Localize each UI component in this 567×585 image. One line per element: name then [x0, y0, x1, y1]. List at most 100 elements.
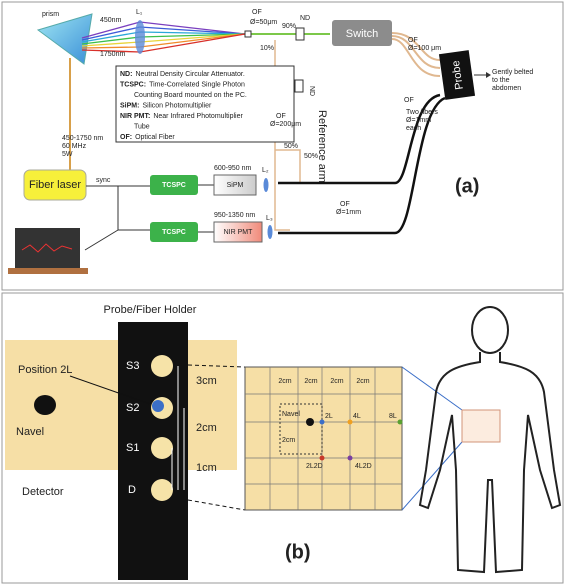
- body-patch: [461, 409, 501, 443]
- body-outline: [418, 306, 562, 574]
- legend-definition: Neutral Density Circular Attenuator.: [135, 71, 244, 78]
- label: Ø=50μm: [250, 19, 277, 26]
- label: Gently belted: [492, 69, 533, 76]
- label: 4L: [353, 413, 361, 420]
- legend-definition: Silicon Photomultiplier: [142, 102, 212, 109]
- label: 1750nm: [100, 51, 125, 58]
- zoom-lines-blue: [401, 366, 463, 511]
- legend-definition: Time-Correlated Single Photon: [149, 81, 245, 88]
- label: abdomen: [492, 85, 521, 92]
- nir-pmt-box: [213, 221, 263, 243]
- label: Switch: [346, 28, 378, 40]
- label: S3: [126, 360, 139, 372]
- legend-term: TCSPC:: [120, 81, 146, 88]
- label: 50%: [304, 153, 318, 160]
- label: OF: [404, 97, 414, 104]
- tcspc-box: [150, 222, 198, 242]
- legend-definition: Counting Board mounted on the PC.: [134, 92, 247, 99]
- label: 2L2D: [306, 463, 323, 470]
- legend-term: ND:: [120, 71, 132, 78]
- legend-box: [115, 65, 295, 143]
- zoom-lines: [187, 364, 246, 511]
- connector: [244, 30, 252, 38]
- sync-lines: [84, 185, 150, 251]
- label: Ø=200μm: [270, 121, 301, 128]
- grid-label: 2cm: [304, 378, 317, 385]
- point-2l: [319, 419, 325, 425]
- lens: [263, 178, 269, 192]
- tcspc-box: [150, 175, 198, 195]
- split-fiber: [275, 149, 301, 183]
- label: ND: [308, 86, 315, 96]
- label: 4L2D: [355, 463, 372, 470]
- fiber-laser-box: [23, 169, 87, 201]
- navel-region: [279, 403, 323, 455]
- label: 5W: [62, 151, 73, 158]
- label: OF: [252, 9, 262, 16]
- fibers-orange: [391, 32, 441, 77]
- lens: [135, 20, 145, 54]
- label: OF: [340, 201, 350, 208]
- navel-dot: [34, 395, 56, 415]
- legend-term: OF:: [120, 134, 132, 141]
- label: 450nm: [100, 17, 122, 24]
- label: Probe/Fiber Holder: [104, 304, 197, 316]
- label: Fiber laser: [29, 179, 81, 191]
- switch-box: [332, 20, 392, 46]
- label: Position 2L: [18, 364, 72, 376]
- label: 1cm: [196, 462, 217, 474]
- sipm-box: [213, 174, 257, 196]
- legend-definition: Optical Fiber: [135, 134, 175, 141]
- label: 8L: [389, 413, 397, 420]
- legend: ND: Neutral Density Circular Attenuator. T…: [120, 71, 247, 141]
- label: Detector: [22, 486, 64, 498]
- label: NIR PMT: [224, 229, 254, 236]
- point-8l: [397, 419, 403, 425]
- point-4l: [347, 419, 353, 425]
- label: TCSPC: [162, 229, 186, 236]
- label: OF: [276, 113, 286, 120]
- label: TCSPC: [162, 182, 186, 189]
- label: L₂: [262, 167, 269, 174]
- label: Navel: [282, 411, 300, 418]
- distance-arrows: [171, 366, 185, 490]
- label: 950-1350 nm: [214, 212, 255, 219]
- lens: [267, 225, 273, 239]
- label: 450-1750 nm: [62, 135, 103, 142]
- label: 90%: [282, 23, 296, 30]
- label: S2: [126, 402, 139, 414]
- label: 600-950 nm: [214, 165, 252, 172]
- attenuator: [295, 27, 305, 41]
- label: Ø=100 μm: [408, 45, 441, 52]
- attenuator-2: [294, 79, 304, 93]
- panel-label: (a): [455, 175, 479, 197]
- arrowhead: [486, 72, 491, 78]
- grid-top-labels: 2cm 2cm 2cm 2cm: [278, 378, 369, 385]
- label: 50%: [284, 143, 298, 150]
- label: OF: [408, 37, 418, 44]
- legend-term: NIR PMT:: [120, 113, 150, 120]
- label: Ø=1mm: [406, 117, 431, 124]
- label: S1: [126, 442, 139, 454]
- label: Two fibers: [406, 109, 438, 116]
- pc-trace: [21, 243, 73, 253]
- pointer: [69, 375, 151, 405]
- label: Reference arm: [316, 110, 328, 183]
- grid-label: 2cm: [278, 378, 291, 385]
- label: prism: [42, 11, 59, 18]
- label: L₃: [266, 215, 273, 222]
- label: D: [128, 484, 136, 496]
- position-marker: [152, 400, 164, 412]
- panel-label: (b): [285, 541, 311, 563]
- label: Ø=1mm: [336, 209, 361, 216]
- label: each: [406, 125, 421, 132]
- fibers-black: [278, 93, 446, 235]
- point-4l2d: [347, 455, 353, 461]
- grid-label: 2cm: [330, 378, 343, 385]
- grid-label: 2cm: [356, 378, 369, 385]
- label: Navel: [16, 426, 44, 438]
- label: sync: [96, 177, 111, 184]
- label: 60 MHz: [62, 143, 87, 150]
